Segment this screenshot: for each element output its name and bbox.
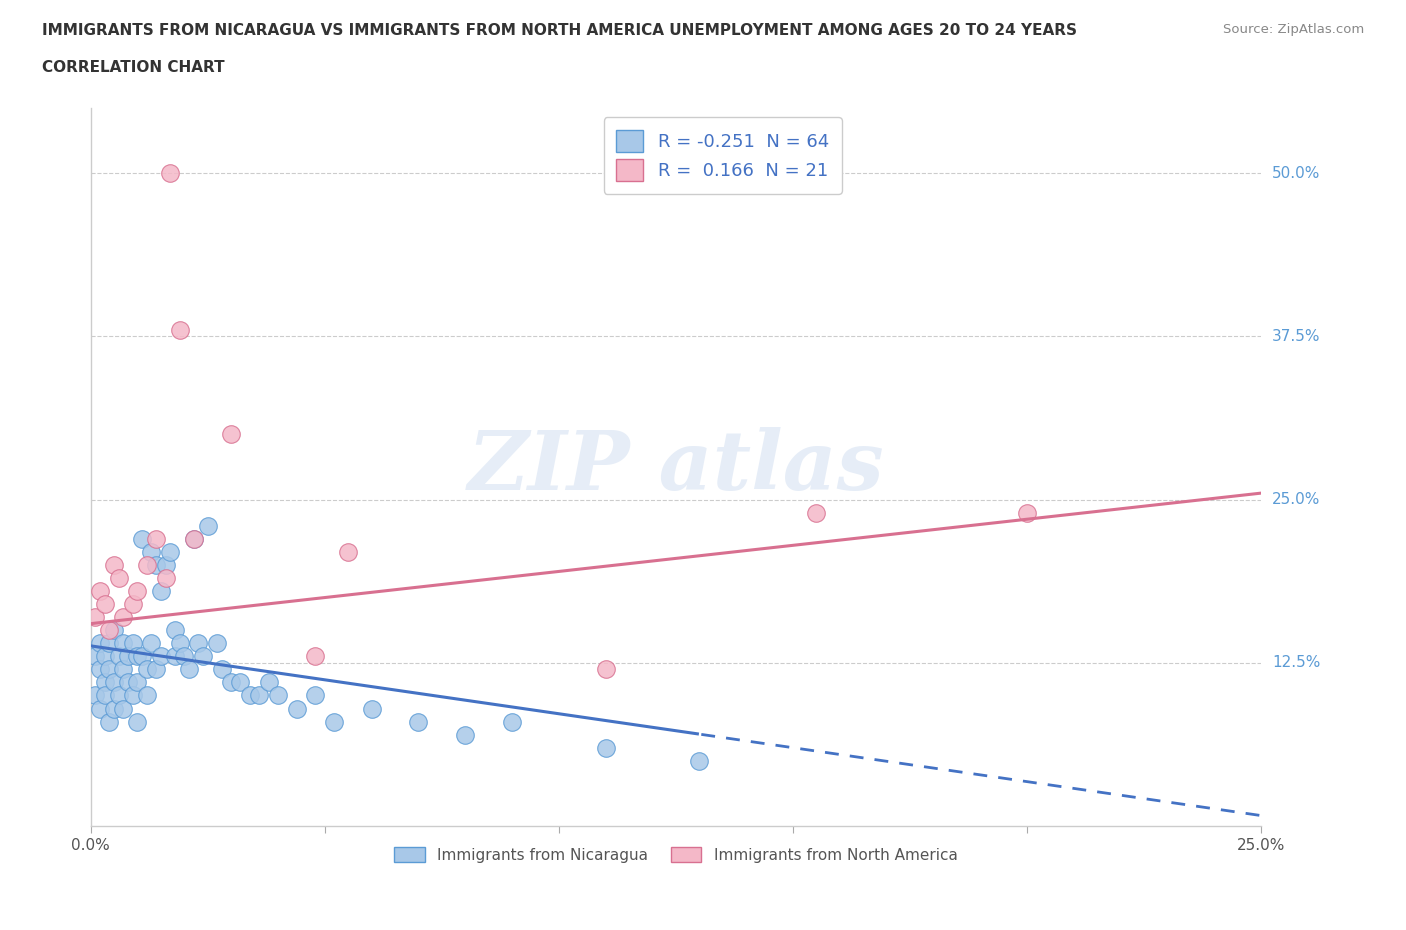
Point [103,701,125,716]
Point [177,662,200,677]
Point [247,688,270,703]
Text: Source: ZipAtlas.com: Source: ZipAtlas.com [1223,23,1364,36]
Point [98,636,121,651]
Point [159,544,181,559]
Point [219,427,242,442]
Point [187,636,209,651]
Point [1015,505,1038,520]
Point [304,649,326,664]
Point [107,649,129,664]
Point [127,584,149,599]
Point [103,557,125,572]
Point [89,584,111,599]
Point [149,649,172,664]
Point [159,166,181,180]
Point [121,636,143,651]
Point [267,688,290,703]
Point [141,544,163,559]
Point [239,688,262,703]
Point [117,649,139,664]
Point [501,714,523,729]
Point [595,662,617,677]
Point [127,675,149,690]
Point [112,662,135,677]
Text: 37.5%: 37.5% [1272,329,1320,344]
Point [155,570,177,585]
Point [285,701,308,716]
Point [229,675,252,690]
Point [688,753,710,768]
Text: CORRELATION CHART: CORRELATION CHART [42,60,225,75]
Point [84,649,107,664]
Text: 25.0%: 25.0% [1272,492,1320,507]
Point [103,675,125,690]
Point [131,649,153,664]
Point [93,688,115,703]
Point [89,662,111,677]
Point [127,649,149,664]
Point [93,675,115,690]
Point [141,636,163,651]
Point [360,701,382,716]
Point [107,570,129,585]
Point [98,714,121,729]
Text: ZIP atlas: ZIP atlas [467,427,884,507]
Point [135,662,157,677]
Point [595,740,617,755]
Point [112,610,135,625]
Text: 12.5%: 12.5% [1272,656,1320,671]
Text: IMMIGRANTS FROM NICARAGUA VS IMMIGRANTS FROM NORTH AMERICA UNEMPLOYMENT AMONG AG: IMMIGRANTS FROM NICARAGUA VS IMMIGRANTS … [42,23,1077,38]
Point [89,636,111,651]
Text: 50.0%: 50.0% [1272,166,1320,180]
Point [84,688,107,703]
Point [191,649,214,664]
Point [145,531,167,546]
Point [145,557,167,572]
Point [197,518,219,533]
Point [84,610,107,625]
Point [135,557,157,572]
Point [163,649,186,664]
Point [337,544,360,559]
Point [205,636,228,651]
Point [219,675,242,690]
Point [112,701,135,716]
Legend: Immigrants from Nicaragua, Immigrants from North America: Immigrants from Nicaragua, Immigrants fr… [388,841,963,869]
Point [806,505,828,520]
Point [211,662,233,677]
Point [183,531,205,546]
Point [173,649,195,664]
Point [257,675,280,690]
Point [408,714,430,729]
Point [323,714,346,729]
Point [93,597,115,612]
Point [121,688,143,703]
Point [149,584,172,599]
Point [155,557,177,572]
Point [103,623,125,638]
Point [131,531,153,546]
Point [127,714,149,729]
Point [135,688,157,703]
Point [454,727,477,742]
Point [145,662,167,677]
Point [304,688,326,703]
Point [163,623,186,638]
Point [183,531,205,546]
Point [169,323,191,338]
Point [107,688,129,703]
Point [121,597,143,612]
Point [117,675,139,690]
Point [98,623,121,638]
Point [89,701,111,716]
Point [98,662,121,677]
Point [112,636,135,651]
Point [169,636,191,651]
Point [93,649,115,664]
